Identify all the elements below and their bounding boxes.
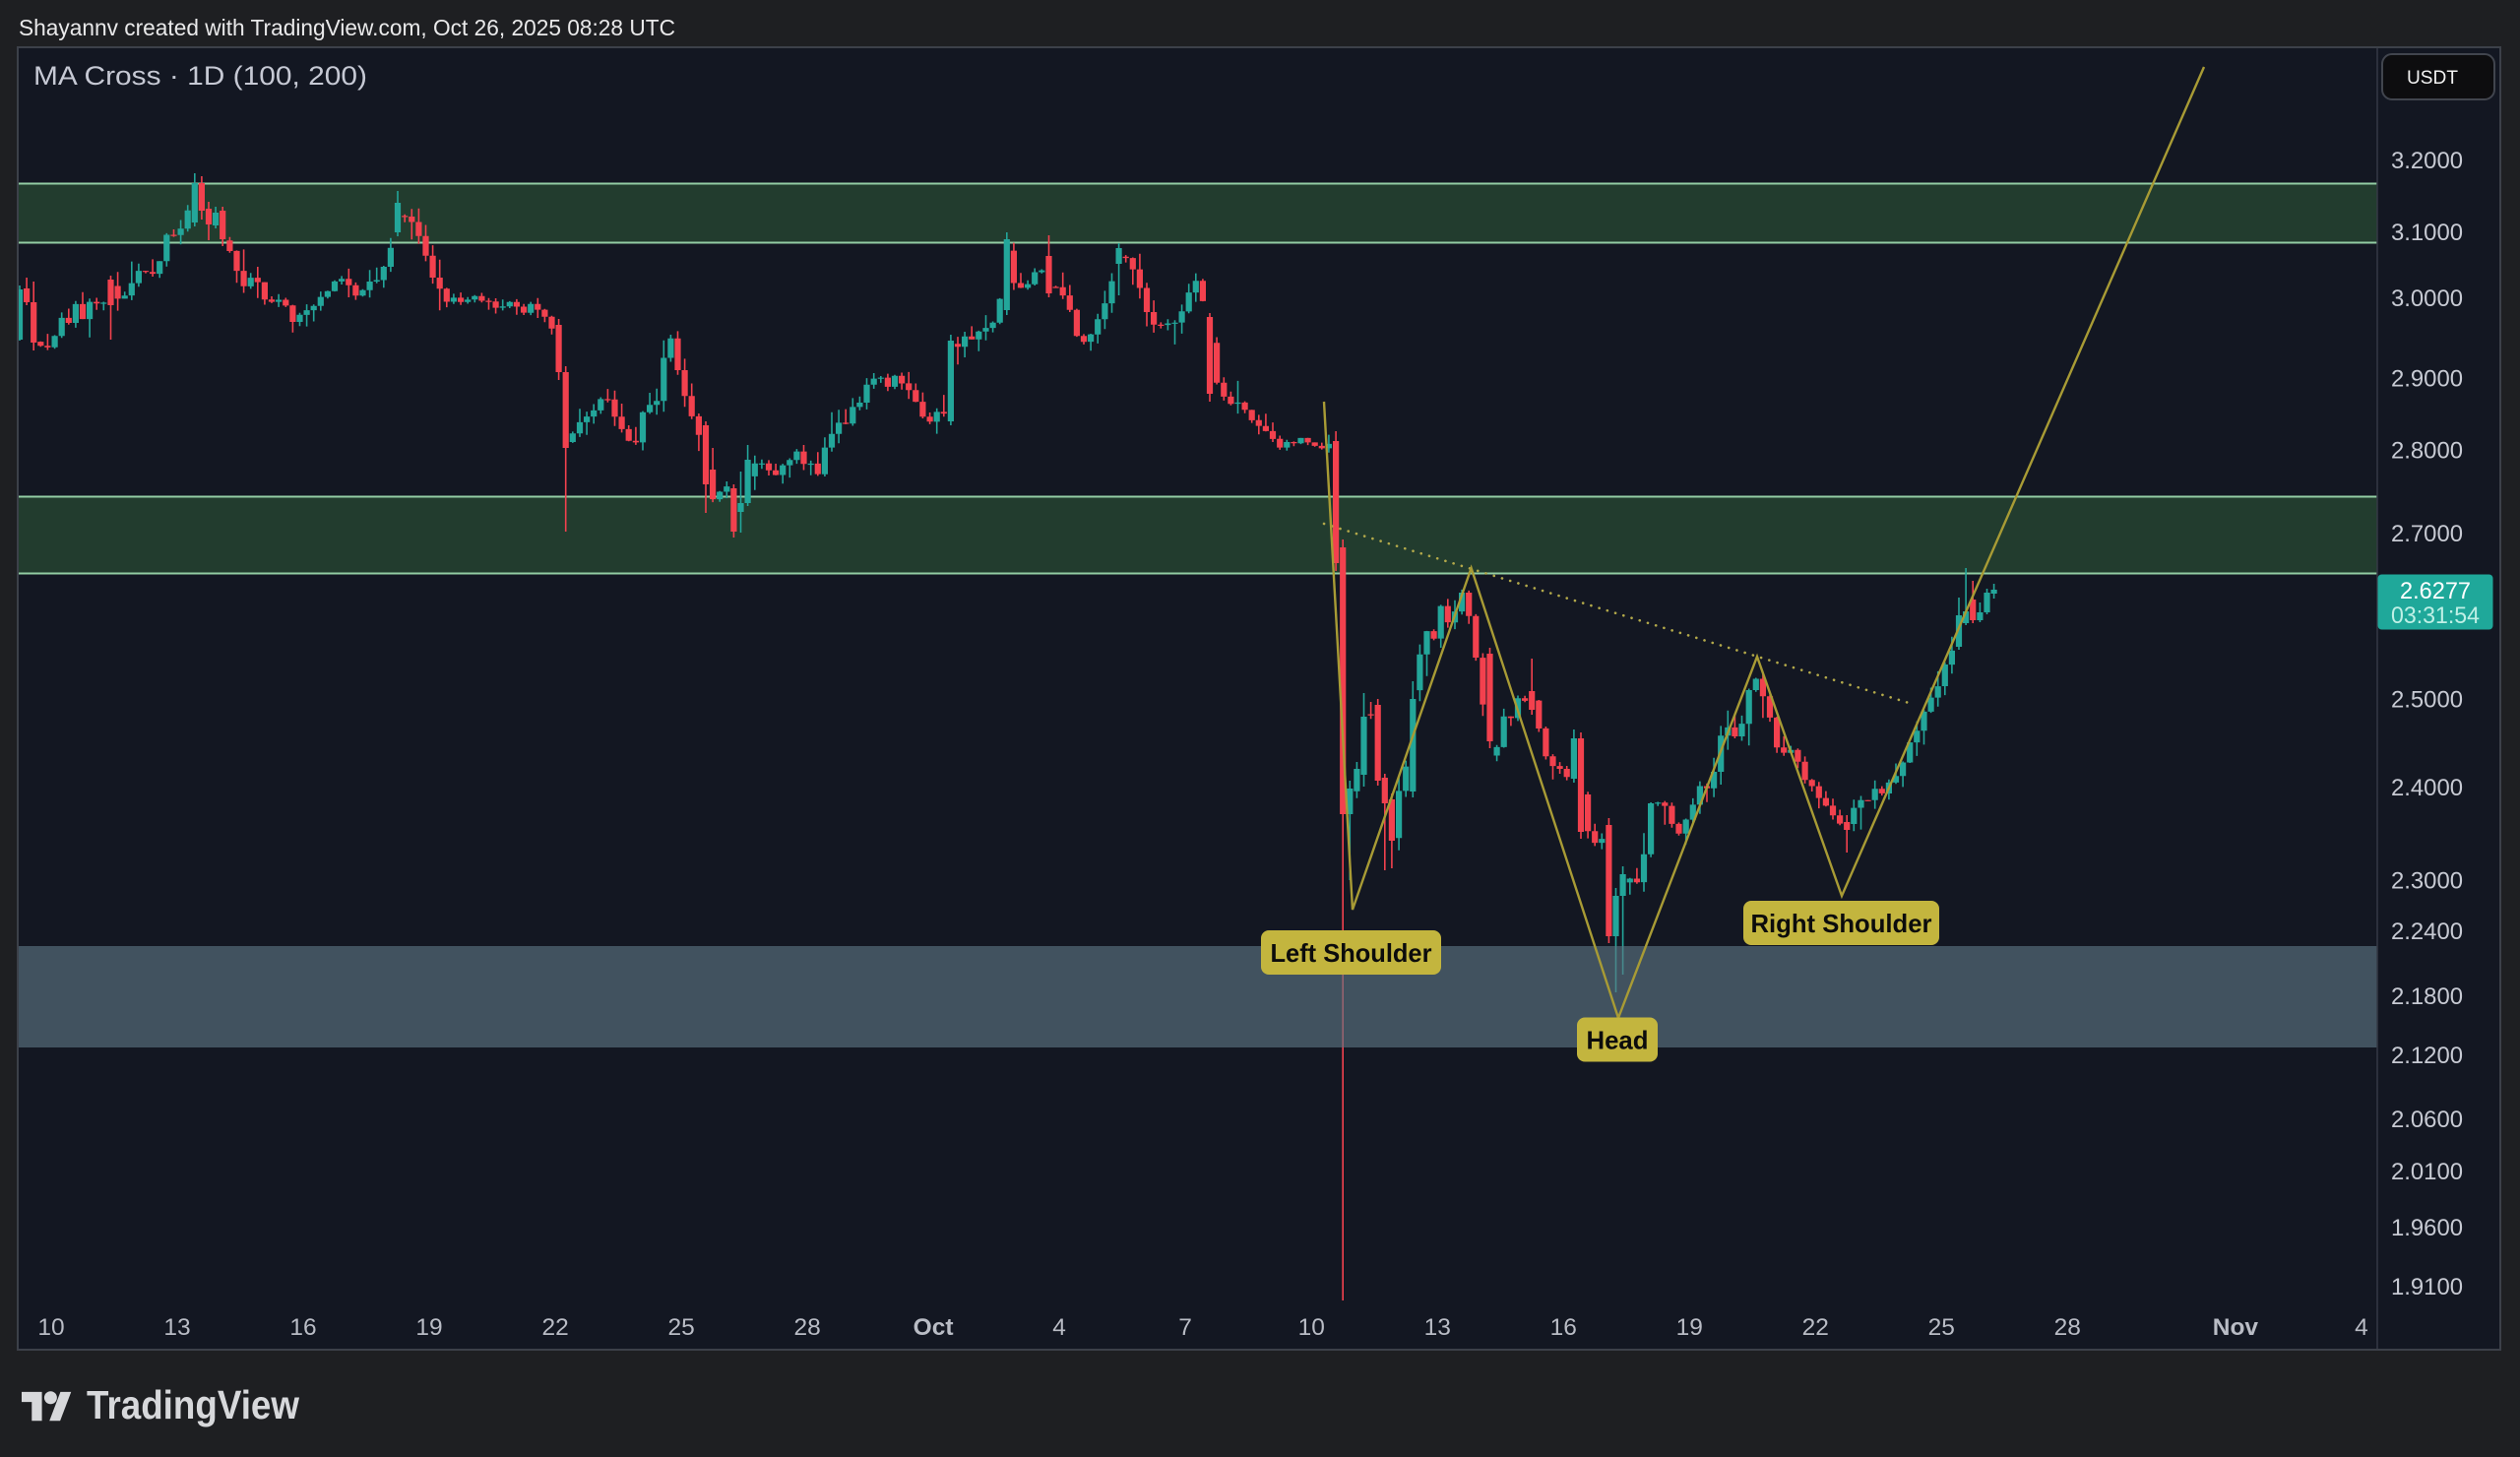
svg-text:28: 28 [2054,1314,2081,1341]
svg-text:2.7000: 2.7000 [2391,521,2463,547]
svg-text:Head: Head [1587,1025,1649,1054]
svg-text:2.1800: 2.1800 [2391,983,2463,1010]
svg-text:2.5000: 2.5000 [2391,687,2463,714]
svg-text:19: 19 [1676,1314,1703,1341]
svg-text:28: 28 [793,1314,820,1341]
svg-text:25: 25 [1928,1314,1955,1341]
svg-text:4: 4 [1052,1314,1066,1341]
svg-text:7: 7 [1178,1314,1192,1341]
svg-text:USDT: USDT [2407,67,2458,89]
svg-text:Nov: Nov [2213,1314,2259,1341]
svg-text:MA Cross · 1D (100, 200): MA Cross · 1D (100, 200) [33,61,367,91]
svg-text:2.0100: 2.0100 [2391,1159,2463,1185]
svg-text:2.4000: 2.4000 [2391,775,2463,801]
svg-text:2.8000: 2.8000 [2391,438,2463,465]
svg-text:25: 25 [667,1314,694,1341]
svg-text:1.9600: 1.9600 [2391,1215,2463,1241]
svg-text:Left Shoulder: Left Shoulder [1271,938,1432,968]
svg-text:Oct: Oct [914,1314,954,1341]
svg-text:2.0600: 2.0600 [2391,1107,2463,1133]
svg-text:03:31:54: 03:31:54 [2391,602,2480,629]
svg-text:22: 22 [541,1314,568,1341]
svg-text:10: 10 [37,1314,64,1341]
svg-text:16: 16 [1550,1314,1577,1341]
svg-text:Shayannv created with TradingV: Shayannv created with TradingView.com, O… [19,15,675,40]
svg-text:2.1200: 2.1200 [2391,1043,2463,1069]
svg-text:13: 13 [1424,1314,1451,1341]
svg-text:Right Shoulder: Right Shoulder [1751,909,1932,938]
svg-text:TradingView: TradingView [87,1382,299,1427]
svg-text:16: 16 [289,1314,316,1341]
svg-text:2.2400: 2.2400 [2391,919,2463,945]
svg-text:1.9100: 1.9100 [2391,1274,2463,1300]
svg-text:3.1000: 3.1000 [2391,220,2463,246]
svg-text:3.2000: 3.2000 [2391,148,2463,174]
svg-text:22: 22 [1802,1314,1829,1341]
svg-text:10: 10 [1298,1314,1325,1341]
svg-text:4: 4 [2355,1314,2368,1341]
svg-text:2.6277: 2.6277 [2400,578,2471,604]
svg-text:13: 13 [163,1314,190,1341]
svg-text:3.0000: 3.0000 [2391,285,2463,312]
svg-text:2.3000: 2.3000 [2391,867,2463,894]
svg-text:2.9000: 2.9000 [2391,366,2463,393]
svg-text:19: 19 [415,1314,442,1341]
